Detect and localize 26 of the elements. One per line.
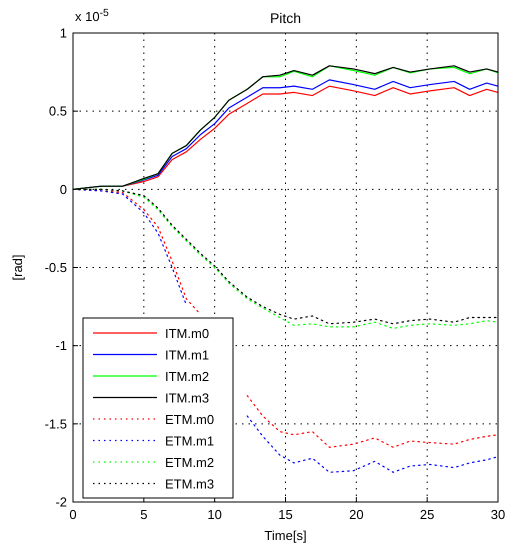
chart-title: Pitch xyxy=(270,10,302,26)
legend-label: ITM.m2 xyxy=(165,369,210,384)
x-tick-label: 30 xyxy=(490,507,506,522)
x-tick-label: 10 xyxy=(207,507,222,522)
legend-label: ETM.m3 xyxy=(165,476,214,492)
y-tick-label: 0 xyxy=(60,182,67,197)
legend-label: ITM.m0 xyxy=(165,326,210,341)
x-tick-label: 15 xyxy=(278,507,293,522)
legend-label: ETM.m2 xyxy=(165,455,214,470)
x-tick-label: 0 xyxy=(69,507,77,522)
x-tick-label: 5 xyxy=(140,507,148,522)
y-tick-label: -1 xyxy=(55,338,67,354)
legend-label: ETM.m1 xyxy=(165,434,214,448)
y-axis-title: [rad] xyxy=(10,254,25,281)
y-tick-label: -0.5 xyxy=(44,260,67,275)
legend-label: ETM.m0 xyxy=(165,412,214,427)
legend-label: ITM.m1 xyxy=(165,348,210,362)
legend-label: ITM.m3 xyxy=(165,390,210,406)
y-tick-label: -1.5 xyxy=(44,416,67,432)
text: x 10$^{-5}$ xyxy=(75,8,110,24)
x-tick-label: 20 xyxy=(349,507,364,522)
y-tick-label: -2 xyxy=(55,494,67,510)
y-tick-label: 1 xyxy=(60,26,67,40)
y-tick-label: 0.5 xyxy=(48,104,67,119)
x-tick-label: 25 xyxy=(420,507,434,522)
x-axis-title: Time[s] xyxy=(264,528,307,543)
